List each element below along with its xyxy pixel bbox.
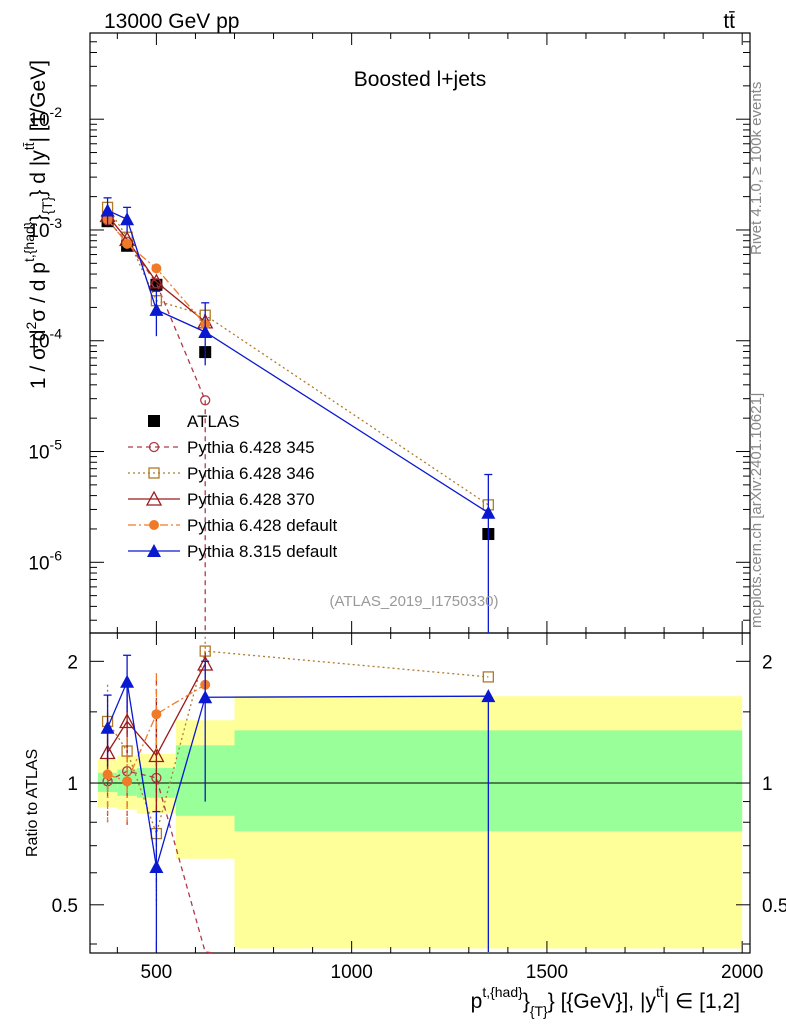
p8-main-marker	[149, 302, 164, 316]
x-tick-label-1: 1000	[331, 962, 373, 983]
rivet-version-label: Rivet 4.1.0, ≥ 100k events	[748, 82, 765, 255]
p346-ratio-line	[107, 650, 489, 836]
legend-marker-p346	[148, 467, 160, 479]
x-tick-label-0: 500	[141, 962, 173, 983]
x-axis-label: pt,{had}}{T}} [{GeV}], |ytt̄| ∈ [1,2]	[471, 984, 740, 1019]
p8-main-marker	[481, 505, 496, 519]
legend-marker-pdef	[149, 520, 159, 530]
pdef-main-marker	[122, 238, 133, 249]
main-legend: ATLAS Pythia 6.428 345 Pythia 6.428 346 Pyt…	[128, 412, 338, 561]
ylabel-part-7: tt̄	[21, 142, 37, 150]
xlabel-part-1: t,{had}	[482, 984, 523, 1000]
p345-ratio-line	[107, 770, 216, 954]
legend-item-ATLAS: ATLAS	[148, 412, 240, 431]
p346-main-line	[107, 207, 489, 506]
p8-ratio-marker	[481, 689, 496, 703]
legend-item-p8: Pythia 8.315 default	[128, 542, 338, 561]
p370-ratio-marker	[119, 713, 136, 729]
p8-main-marker	[100, 203, 115, 217]
ratio-y-tick-label-2: 2	[67, 652, 78, 673]
header-final-state: tt̄	[723, 10, 735, 33]
p8-main-marker	[120, 212, 135, 226]
ylabel-part-0: 1 / σ d	[27, 330, 50, 390]
legend-item-p345: Pythia 6.428 345	[128, 438, 315, 457]
legend-item-p370: Pythia 6.428 370	[128, 490, 315, 509]
main-y-tick-label-1: 10-5	[28, 437, 62, 464]
p8-main-marker	[198, 324, 213, 338]
series-layer	[99, 197, 496, 954]
xlabel-part-6: | ∈ [1,2]	[664, 990, 740, 1013]
legend-item-p346: Pythia 6.428 346	[128, 464, 315, 483]
p8-ratio-marker	[149, 860, 164, 874]
ylabel-part-6: } d |y	[27, 150, 50, 197]
xlabel-part-4: } [{GeV}], |y	[548, 990, 657, 1013]
xlabel-part-5: tt̄	[656, 984, 664, 1000]
series-p8	[100, 197, 496, 952]
ratio-y-tick-label-right-2: 2	[762, 652, 773, 673]
pdef-ratio-marker	[151, 709, 162, 720]
axis-tick-layer: 500 1000 1500 2000 10-6 10-5 10-4 10-3 10-2 0.5 0.…	[28, 32, 786, 983]
main-y-tick-label-0: 10-6	[28, 547, 62, 574]
main-y-axis-label: 1 / σ d2σ / d pt,{had}}{T}} d |ytt̄| [1/…	[21, 60, 55, 389]
ratio-y-tick-label-right-0: 0.5	[762, 896, 786, 917]
legend-marker-ATLAS	[148, 415, 160, 427]
pdef-main-marker	[151, 263, 162, 274]
p8-ratio-marker	[120, 674, 135, 688]
p346-ratio-marker	[482, 671, 494, 683]
main-y-tick-label-4: 10-2	[28, 104, 62, 131]
legend-label-p8: Pythia 8.315 default	[187, 542, 338, 561]
ratio-y-tick-label-1: 1	[67, 774, 78, 795]
ylabel-part-8: | [1/GeV]	[27, 60, 50, 143]
main-y-tick-label-3: 10-3	[28, 215, 62, 242]
legend-item-pdef: Pythia 6.428 default	[128, 516, 338, 535]
legend-label-p346: Pythia 6.428 346	[187, 464, 315, 483]
ratio-y-axis-label: Ratio to ATLAS	[24, 749, 41, 857]
ylabel-part-4: }	[27, 215, 50, 222]
xlabel-part-2: }	[523, 990, 530, 1013]
p8-ratio-marker	[198, 690, 213, 704]
ratio-panel-frame	[89, 632, 751, 954]
xlabel-part-3: {T}	[530, 1003, 548, 1019]
ylabel-part-3: t,{had}	[21, 221, 37, 262]
ylabel-part-5: {T}	[39, 196, 55, 214]
chart-title: Boosted l+jets	[354, 68, 487, 91]
pdef-main-line	[107, 218, 206, 325]
legend-label-ATLAS: ATLAS	[187, 412, 240, 431]
p345-main-marker	[200, 395, 211, 406]
legend-marker-p345	[148, 441, 160, 453]
p370-main-line	[107, 215, 206, 323]
p8-ratio-marker	[100, 720, 115, 734]
analysis-id-label: (ATLAS_2019_I1750330)	[329, 593, 498, 610]
header-process: 13000 GeV pp	[104, 10, 239, 33]
x-tick-label-2: 1500	[526, 962, 568, 983]
p370-main-marker	[148, 273, 165, 289]
legend-marker-p8	[147, 544, 161, 557]
xlabel-part-0: p	[471, 990, 483, 1013]
p370-ratio-line	[107, 663, 206, 757]
series-pdef	[102, 214, 211, 823]
pdef-ratio-marker	[102, 769, 113, 780]
legend-label-p370: Pythia 6.428 370	[187, 490, 315, 509]
pdef-ratio-marker	[122, 776, 133, 787]
legend-marker-p370	[145, 490, 163, 506]
main-y-tick-label-2: 10-4	[28, 326, 62, 353]
legend-label-pdef: Pythia 6.428 default	[187, 516, 338, 535]
ylabel-part-1: 2	[23, 322, 39, 330]
legend-label-p345: Pythia 6.428 345	[187, 438, 315, 457]
mcplots-label: mcplots.cern.ch [arXiv:2401.10621]	[748, 393, 765, 628]
x-tick-label-3: 2000	[721, 962, 763, 983]
ratio-y-tick-label-right-1: 1	[762, 774, 773, 795]
ylabel-part-2: σ / d p	[27, 262, 50, 322]
p370-ratio-marker	[148, 747, 165, 763]
ratio-y-tick-label-0: 0.5	[52, 896, 78, 917]
